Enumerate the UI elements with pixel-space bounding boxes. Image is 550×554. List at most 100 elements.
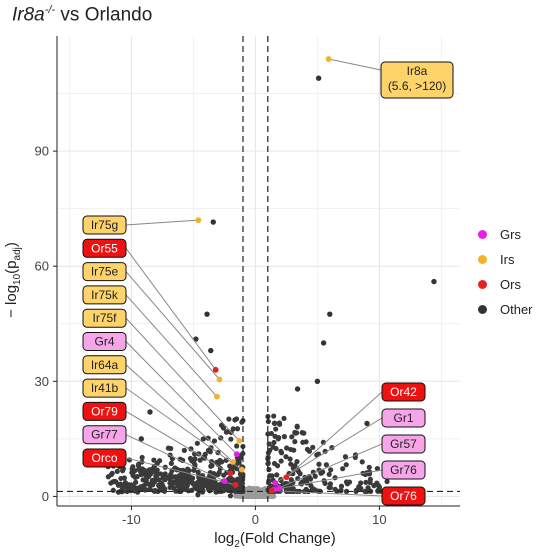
background-point	[134, 473, 140, 480]
background-point	[322, 448, 328, 454]
label-connector	[125, 410, 231, 474]
background-point	[130, 464, 136, 470]
background-point	[228, 436, 234, 442]
background-point	[274, 463, 281, 469]
background-point	[340, 466, 346, 472]
highlight-point-ors	[227, 470, 234, 477]
gene-label-ir41b: Ir41b	[82, 378, 127, 398]
gene-label-box	[82, 378, 127, 398]
gene-label-text: Ir75e	[91, 265, 119, 279]
background-point	[195, 492, 201, 498]
background-point	[126, 482, 132, 488]
background-point	[215, 471, 221, 478]
x-label-log: log	[214, 530, 235, 547]
highlight-point-grs	[221, 478, 228, 484]
background-point	[384, 478, 390, 485]
background-point	[234, 443, 240, 449]
background-point	[142, 487, 148, 493]
label-connector	[125, 434, 225, 482]
background-point	[131, 468, 137, 475]
gene-label-text: Or42	[390, 385, 417, 399]
background-point	[143, 473, 149, 479]
other-point	[327, 311, 333, 317]
background-point	[108, 480, 114, 486]
highlight-point-grs	[272, 480, 279, 486]
gene-label-or55: Or55	[82, 238, 127, 258]
y-tick-label: 0	[42, 489, 49, 504]
background-point	[343, 479, 350, 485]
background-point	[374, 480, 380, 486]
background-point	[191, 467, 197, 473]
background-point	[151, 457, 157, 463]
background-point	[198, 486, 205, 493]
highlight-point-irs	[238, 466, 245, 473]
background-point	[205, 435, 211, 441]
background-point	[194, 440, 200, 446]
label-connectors	[125, 58, 383, 497]
background-point	[278, 458, 284, 464]
background-point	[110, 487, 116, 493]
x-tick-label: -10	[122, 512, 141, 527]
background-point	[363, 479, 369, 485]
background-point	[150, 479, 156, 485]
background-point	[358, 480, 364, 486]
background-point	[284, 445, 290, 451]
background-point	[292, 430, 299, 436]
background-point	[197, 457, 203, 463]
gene-label-text: Ir8a	[407, 64, 428, 78]
label-connector	[278, 443, 383, 489]
legend-label-other: Other	[500, 302, 533, 317]
label-connector	[125, 387, 243, 470]
background-point	[265, 461, 271, 467]
background-point	[367, 479, 373, 486]
background-point	[283, 486, 289, 493]
background-point	[205, 479, 211, 486]
other-point	[210, 219, 216, 225]
background-point	[292, 463, 298, 469]
background-point	[202, 451, 208, 457]
background-point	[304, 446, 311, 453]
gene-label-gr77: Gr77	[82, 425, 127, 445]
highlighted-points	[195, 56, 332, 494]
label-connector	[286, 391, 383, 478]
title-gene: Ir8a	[12, 4, 45, 26]
label-connector	[273, 469, 383, 490]
background-point	[267, 447, 273, 454]
background-point	[226, 416, 232, 422]
background-point	[200, 436, 206, 442]
background-point	[114, 468, 120, 474]
background-point	[156, 477, 162, 483]
background-point	[168, 445, 174, 452]
other-point	[204, 311, 210, 317]
background-point	[281, 415, 287, 422]
background-point	[289, 434, 295, 440]
background-point	[175, 483, 181, 489]
gene-label-box	[381, 486, 426, 506]
highlight-point-irs	[236, 437, 243, 444]
background-point	[301, 430, 307, 436]
background-point	[136, 466, 142, 472]
background-point	[271, 413, 277, 419]
background-point	[299, 479, 305, 485]
gene-labels: Ir75g Or55 Ir75e Ir75k Ir75f Gr4 Ir64a Ir41b Or7…	[82, 61, 454, 506]
background-point	[328, 467, 334, 473]
background-point	[165, 474, 171, 481]
gene-label-box	[82, 285, 127, 305]
background-point	[366, 464, 372, 470]
background-point	[181, 447, 187, 453]
title-rest: vs Orlando	[55, 4, 153, 26]
gene-label-box	[82, 308, 127, 328]
gene-label-gr57: Gr57	[381, 434, 426, 454]
background-point	[273, 426, 279, 432]
highlight-point-grs	[233, 451, 240, 458]
legend-label-grs: Grs	[500, 227, 521, 242]
y-tick-label: 30	[35, 374, 49, 389]
label-connector	[274, 417, 383, 484]
background-point	[374, 466, 381, 472]
gene-label-text: Or76	[390, 489, 417, 503]
gene-label-box	[381, 382, 426, 402]
legend-item-other: Other	[478, 297, 533, 322]
background-point	[267, 473, 273, 479]
background-point	[139, 454, 145, 461]
